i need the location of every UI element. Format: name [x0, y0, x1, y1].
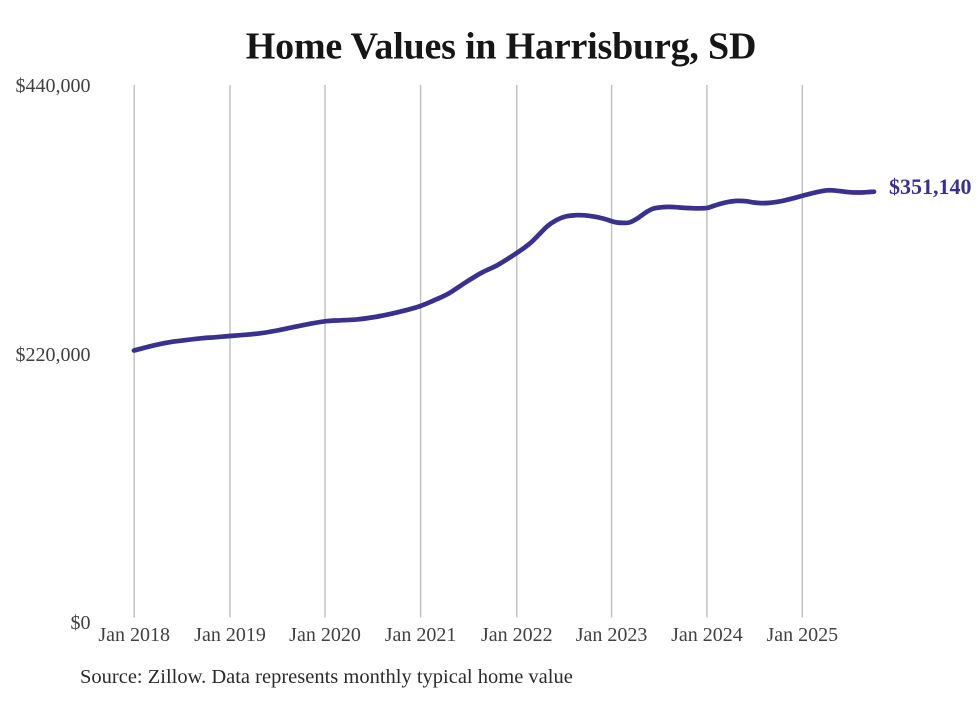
svg-text:Jan 2020: Jan 2020: [289, 624, 361, 646]
svg-text:Home Values in Harrisburg, SD: Home Values in Harrisburg, SD: [246, 26, 756, 68]
svg-text:$0: $0: [71, 612, 91, 634]
svg-text:$220,000: $220,000: [16, 344, 91, 366]
svg-text:Source: Zillow. Data represent: Source: Zillow. Data represents monthly …: [80, 666, 573, 688]
svg-text:Jan 2019: Jan 2019: [194, 624, 266, 646]
svg-text:Jan 2025: Jan 2025: [766, 624, 838, 646]
svg-text:$440,000: $440,000: [16, 75, 91, 97]
svg-text:Jan 2018: Jan 2018: [98, 624, 170, 646]
svg-text:Jan 2024: Jan 2024: [671, 624, 743, 646]
svg-text:$351,140: $351,140: [889, 174, 972, 199]
svg-text:Jan 2022: Jan 2022: [481, 624, 553, 646]
svg-text:Jan 2023: Jan 2023: [576, 624, 648, 646]
svg-text:Jan 2021: Jan 2021: [385, 624, 457, 646]
